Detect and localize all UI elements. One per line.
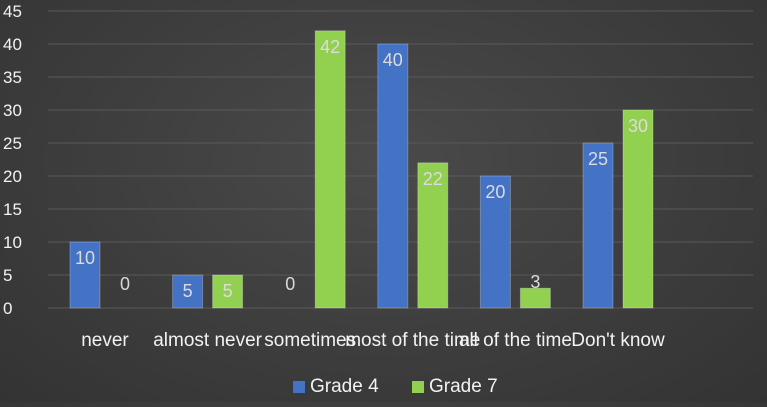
y-tick-label: 20 [3,167,22,186]
data-labels: 10 0 5 5 0 42 40 22 20 3 25 30 [75,37,648,301]
data-label-grade-7-don-t-know: 30 [628,116,648,136]
y-tick-label: 10 [3,233,22,252]
y-tick-label: 25 [3,134,22,153]
data-label-grade-7-almost-never: 5 [223,281,233,301]
category-label-all-of-the-time: all of the time [459,330,572,351]
category-label-sometimes: sometimes [264,330,356,351]
bar-grade-7-don-t-know [622,109,654,309]
category-label-never: never [81,330,129,351]
bar-grade-7-almost-never [212,274,244,309]
data-label-grade-4-all-of-the-time: 20 [485,182,505,202]
data-label-grade-4-most-of-the-time: 40 [383,50,403,70]
legend-swatch-grade-7 [412,381,424,393]
legend-label-grade-4: Grade 4 [310,376,379,397]
bar-grade-7-sometimes [314,30,346,309]
y-tick-label: 35 [3,68,22,87]
bar-grade-4-most-of-the-time [377,43,409,309]
category-label-most-of-the-time: most of the time [345,330,480,351]
data-label-grade-7-sometimes: 42 [320,37,340,57]
legend: Grade 4 Grade 7 [293,376,498,397]
data-label-grade-4-never: 10 [75,248,95,268]
y-tick-label: 5 [3,266,12,285]
y-tick-label: 45 [3,2,22,21]
bar-grade-4-almost-never [172,274,204,309]
category-label-don-t-know: Don't know [571,330,665,351]
y-tick-label: 30 [3,101,22,120]
bar-grade-4-don-t-know [582,142,614,309]
data-label-grade-4-sometimes: 0 [285,274,295,294]
data-label-grade-7-most-of-the-time: 22 [423,169,443,189]
data-label-grade-7-all-of-the-time: 3 [530,272,540,292]
bar-grade-4-never [69,241,101,309]
y-tick-label: 40 [3,35,22,54]
y-tick-label: 15 [3,200,22,219]
bar-grade-7-all-of-the-time [519,287,551,309]
y-tick-label: 0 [3,299,12,318]
data-label-grade-4-almost-never: 5 [183,281,193,301]
legend-label-grade-7: Grade 7 [429,376,498,397]
legend-swatch-grade-4 [293,381,305,393]
y-axis-ticks: 0 5 10 15 20 25 30 35 40 45 [3,2,22,318]
data-label-grade-4-don-t-know: 25 [588,149,608,169]
category-label-almost-never: almost never [153,330,262,351]
data-label-grade-7-never: 0 [120,274,130,294]
bar-grade-4-all-of-the-time [479,175,511,309]
bar-grade-7-most-of-the-time [417,162,449,309]
bars [69,30,654,309]
